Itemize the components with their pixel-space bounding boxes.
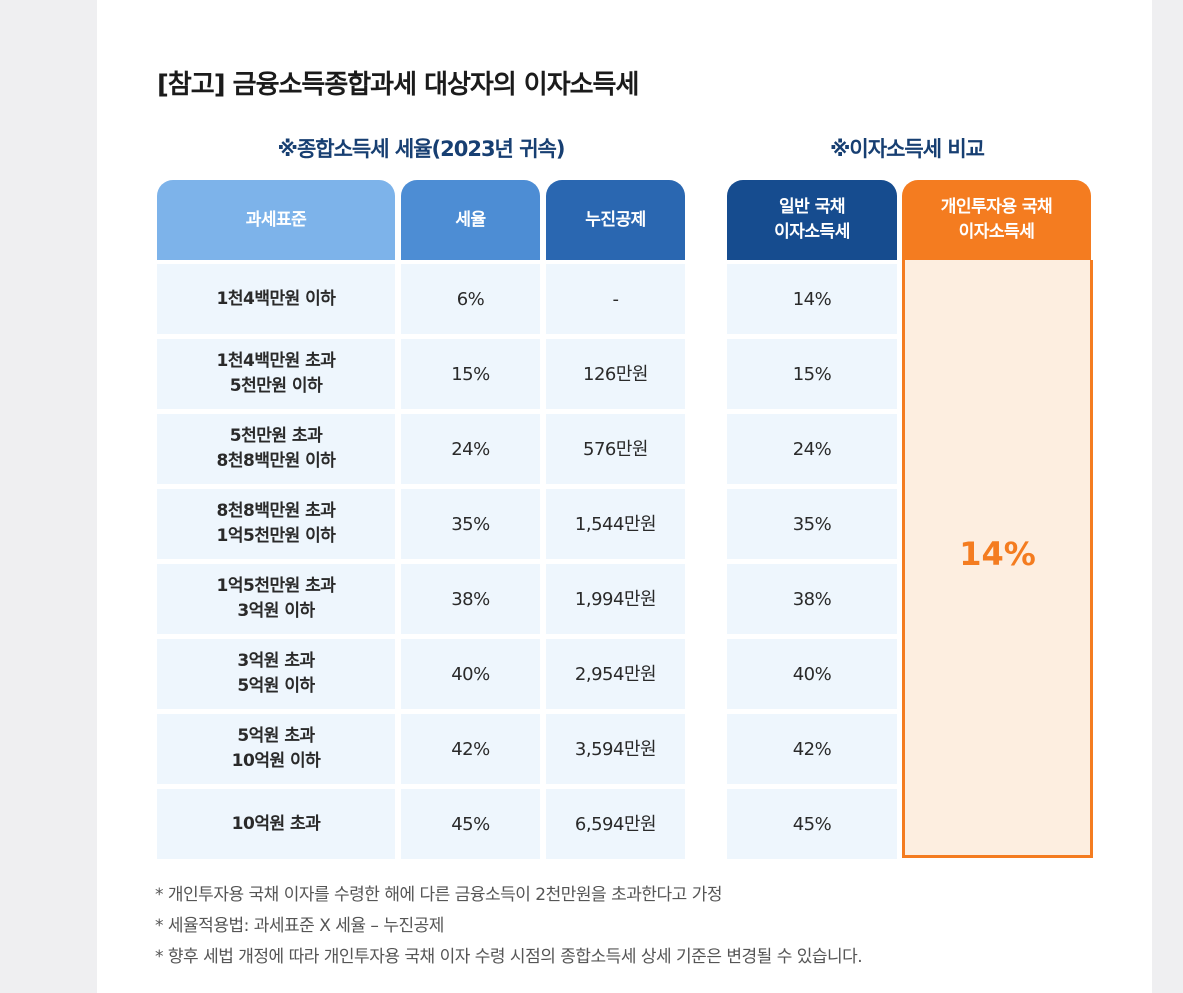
deduction-cell: 2,954만원 [546, 639, 685, 709]
tax-rate-cell: 24% [401, 414, 540, 484]
comparison-subtitle: ※이자소득세 비교 [830, 137, 985, 161]
tax-rate-cell: 42% [401, 714, 540, 784]
header-personal-bond-tax: 개인투자용 국채 이자소득세 [902, 180, 1091, 260]
tax-base-cell: 1천4백만원 이하 [157, 264, 395, 334]
footnote: * 세율적용법: 과세표준 X 세율 – 누진공제 [155, 916, 444, 936]
general-tax-cell: 35% [727, 489, 897, 559]
deduction-cell: 1,544만원 [546, 489, 685, 559]
tax-rate-cell: 38% [401, 564, 540, 634]
general-tax-cell: 24% [727, 414, 897, 484]
tax-base-cell: 1억5천만원 초과 3억원 이하 [157, 564, 395, 634]
header-personal-line1: 개인투자용 국채 [940, 197, 1053, 217]
tax-rate-subtitle: ※종합소득세 세율(2023년 귀속) [277, 137, 566, 161]
personal-bond-tax-rate: 14% [959, 534, 1036, 573]
deduction-cell: - [546, 264, 685, 334]
tax-base-cell: 1천4백만원 초과 5천만원 이하 [157, 339, 395, 409]
tax-base-cell: 5천만원 초과 8천8백만원 이하 [157, 414, 395, 484]
header-general-bond-tax: 일반 국채 이자소득세 [727, 180, 897, 260]
header-personal-line2: 이자소득세 [958, 222, 1035, 242]
header-tax-base: 과세표준 [157, 180, 395, 260]
header-general-line2: 이자소득세 [774, 222, 850, 242]
deduction-cell: 126만원 [546, 339, 685, 409]
personal-bond-tax-cell: 14% [902, 260, 1093, 858]
header-tax-rate: 세율 [401, 180, 540, 260]
deduction-cell: 6,594만원 [546, 789, 685, 859]
page-title: [참고] 금융소득종합과세 대상자의 이자소득세 [157, 70, 639, 100]
header-general-line1: 일반 국채 [779, 197, 845, 217]
general-tax-cell: 14% [727, 264, 897, 334]
tax-rate-cell: 45% [401, 789, 540, 859]
general-tax-cell: 42% [727, 714, 897, 784]
general-tax-cell: 15% [727, 339, 897, 409]
tax-base-cell: 5억원 초과 10억원 이하 [157, 714, 395, 784]
deduction-cell: 1,994만원 [546, 564, 685, 634]
footnotes: * 개인투자용 국채 이자를 수령한 해에 다른 금융소득이 2천만원을 초과한… [155, 880, 863, 973]
general-tax-cell: 40% [727, 639, 897, 709]
general-tax-cell: 45% [727, 789, 897, 859]
tax-rate-cell: 15% [401, 339, 540, 409]
footnote: * 향후 세법 개정에 따라 개인투자용 국채 이자 수령 시점의 종합소득세 … [155, 947, 863, 967]
tax-rate-cell: 40% [401, 639, 540, 709]
general-tax-cell: 38% [727, 564, 897, 634]
footnote: * 개인투자용 국채 이자를 수령한 해에 다른 금융소득이 2천만원을 초과한… [155, 885, 722, 905]
deduction-cell: 3,594만원 [546, 714, 685, 784]
tax-rate-cell: 6% [401, 264, 540, 334]
tax-base-cell: 8천8백만원 초과 1억5천만원 이하 [157, 489, 395, 559]
tax-base-cell: 10억원 초과 [157, 789, 395, 859]
tax-base-cell: 3억원 초과 5억원 이하 [157, 639, 395, 709]
deduction-cell: 576만원 [546, 414, 685, 484]
tax-rate-cell: 35% [401, 489, 540, 559]
header-progressive-deduction: 누진공제 [546, 180, 685, 260]
